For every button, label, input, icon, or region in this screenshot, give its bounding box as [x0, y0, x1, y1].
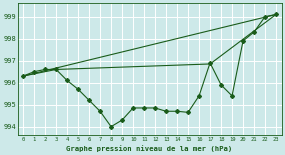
X-axis label: Graphe pression niveau de la mer (hPa): Graphe pression niveau de la mer (hPa) [66, 145, 233, 152]
